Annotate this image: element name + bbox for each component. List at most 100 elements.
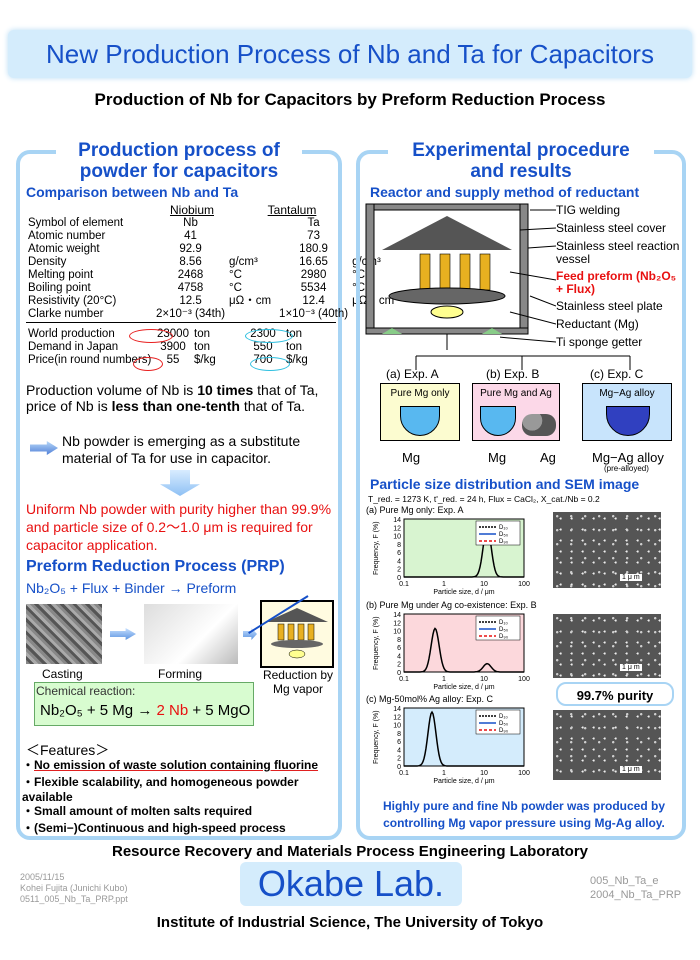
table-cell: 2468: [177, 269, 204, 281]
plot-title: (a) Pure Mg only: Exp. A: [366, 505, 464, 515]
mg-crucible: [480, 406, 516, 436]
y-tick-label: 4: [397, 653, 401, 660]
ta-price-circle: [250, 357, 290, 371]
prp-heading: Preform Reduction Process (PRP): [26, 558, 285, 575]
y-tick-label: 0: [397, 670, 401, 677]
table-cell: 2980: [300, 269, 327, 281]
x-axis-label: Particle size, d / μm: [433, 589, 494, 596]
plot-title: (c) Mg-50mol% Ag alloy: Exp. C: [366, 694, 494, 704]
table-cell: 73: [307, 230, 320, 242]
reaction-equation: Nb₂O₅ + 5 Mg → 2 Nb + 5 MgO: [40, 702, 251, 719]
sem-image-b: [553, 614, 661, 678]
nb-price-circle: [133, 357, 163, 371]
table-cell: Clarke number: [28, 308, 104, 320]
distribution-curve: [404, 627, 524, 673]
x-tick-label: 10: [480, 676, 488, 683]
y-tick-label: 12: [393, 525, 401, 532]
y-tick-label: 10: [393, 534, 401, 541]
y-axis-label: Frequency, F (%): [373, 521, 380, 575]
table-cell: 55: [166, 354, 180, 366]
table-cell: Symbol of element: [28, 217, 124, 229]
table-cell: ton: [194, 328, 210, 340]
y-tick-label: 14: [393, 517, 401, 524]
reactor-heading: Reactor and supply method of reductant: [370, 184, 640, 200]
col-tantalum: Tantalum: [267, 203, 317, 217]
forming-label: Forming: [158, 667, 203, 681]
comparison-heading: Comparison between Nb and Ta: [26, 184, 239, 200]
table-cell: Melting point: [28, 269, 94, 281]
arrow-icon: [110, 628, 136, 640]
reactor-diagram: [365, 203, 529, 350]
legend-label: D₉₀: [499, 539, 509, 545]
psd-heading: Particle size distribution and SEM image: [370, 476, 640, 492]
conditions: T_red. = 1273 K, t'_red. = 24 h, Flux = …: [368, 494, 600, 504]
x-tick-label: 10: [480, 770, 488, 777]
exp-branch-lines: [415, 355, 631, 370]
casting-photo: [26, 604, 102, 664]
y-tick-label: 10: [393, 723, 401, 730]
table-cell: Atomic number: [28, 230, 106, 242]
x-tick-label: 0.1: [399, 581, 409, 588]
substitute-paragraph: Nb powder is emerging as a substitute ma…: [62, 433, 301, 466]
table-cell: [227, 308, 277, 321]
sem-image-c: [553, 710, 661, 780]
legend-label: D₁₀: [499, 714, 508, 720]
mat-mg-ag: Mg−Ag alloy: [592, 450, 664, 465]
exp-b-label: (b) Exp. B: [486, 367, 540, 381]
exp-c-box-label: Mg−Ag alloy: [599, 388, 655, 399]
x-tick-label: 0.1: [399, 676, 409, 683]
casting-label: Casting: [42, 667, 83, 681]
table-cell: World production: [28, 328, 115, 340]
legend-label: D₁₀: [499, 525, 508, 531]
mat-mg-b: Mg: [488, 450, 507, 465]
mat-mg-a: Mg: [402, 450, 421, 465]
y-tick-label: 8: [397, 731, 401, 738]
institute: Institute of Industrial Science, The Uni…: [156, 914, 544, 931]
label-vessel: Stainless steel reaction vessel: [556, 239, 680, 266]
purity-callout: 99.7% purity: [556, 682, 674, 706]
table-cell: 41: [184, 230, 197, 242]
y-tick-label: 12: [393, 620, 401, 627]
table-cell: 92.9: [179, 243, 202, 255]
label-leaders: [500, 209, 556, 343]
label-plate: Stainless steel plate: [556, 299, 663, 313]
y-tick-label: 0: [397, 575, 401, 582]
y-tick-label: 6: [397, 550, 401, 557]
prealloyed-note: (pre-alloyed): [604, 464, 649, 473]
exp-a-label: (a) Exp. A: [386, 367, 439, 381]
legend-label: D₉₀: [499, 634, 509, 640]
x-tick-label: 100: [518, 770, 530, 777]
lab-name: Resource Recovery and Materials Process …: [111, 843, 588, 860]
feature-item: ・Flexible scalability, and homogeneous p…: [22, 775, 299, 804]
table-cell: μΩ・cm: [229, 295, 272, 307]
table-divider: [26, 322, 336, 323]
legend-label: D₅₀: [499, 721, 509, 727]
scale-bar-b: 1 μ m: [620, 664, 642, 671]
y-tick-label: 4: [397, 747, 401, 754]
table-cell: °C: [229, 282, 242, 294]
y-tick-label: 10: [393, 629, 401, 636]
feature-item: ・Small amount of molten salts required: [22, 804, 253, 818]
poster-subtitle: Production of Nb for Capacitors by Prefo…: [94, 90, 606, 109]
y-tick-label: 8: [397, 637, 401, 644]
y-tick-label: 2: [397, 756, 401, 763]
legend-label: D₅₀: [499, 627, 509, 633]
table-cell: 5534: [300, 282, 327, 294]
y-axis-label: Frequency, F (%): [373, 616, 380, 670]
table-cell: 550: [253, 341, 273, 353]
right-panel-title: Experimental procedure and results: [388, 140, 654, 182]
feature-item: ・No emission of waste solution containin…: [22, 758, 319, 772]
x-tick-label: 10: [480, 581, 488, 588]
title-banner: [8, 30, 692, 78]
scale-bar-c: 1 μ m: [620, 766, 642, 773]
legend-box: [475, 615, 521, 641]
label-preform: Feed preform (Nb₂O₅ + Flux): [556, 269, 677, 296]
sem-image-a: [553, 512, 661, 588]
table-cell: [227, 217, 277, 230]
table-cell: Boiling point: [28, 282, 91, 294]
y-tick-label: 0: [397, 764, 401, 771]
mat-ag-b: Ag: [540, 450, 556, 465]
label-cover: Stainless steel cover: [556, 221, 667, 235]
legend-box: [475, 709, 521, 735]
